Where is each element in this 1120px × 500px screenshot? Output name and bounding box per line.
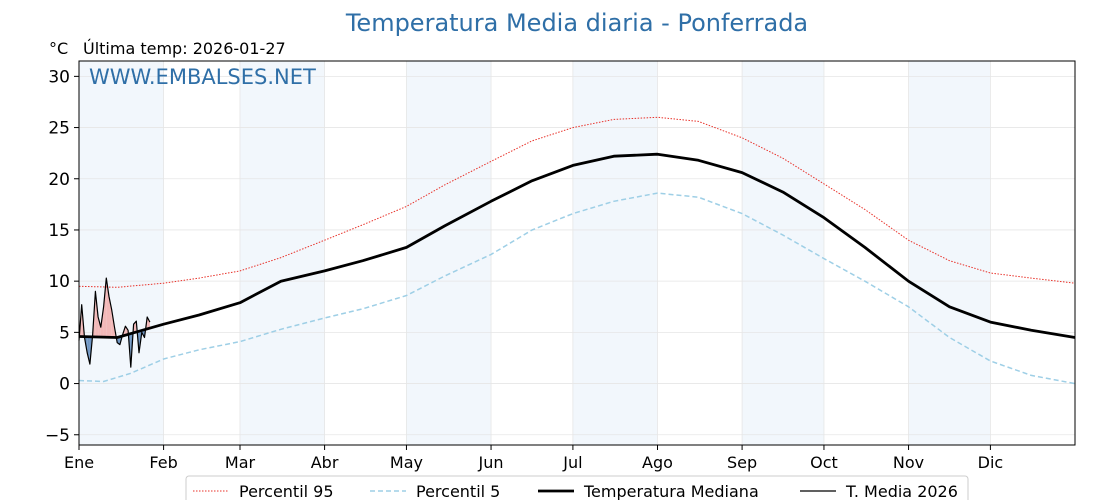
legend: Percentil 95 Percentil 5 Temperatura Media… <box>185 475 969 500</box>
y-tick-label: 30 <box>48 67 70 87</box>
y-tick-label: 20 <box>48 170 70 190</box>
month-band <box>742 61 824 445</box>
x-tick-label: Oct <box>810 453 838 472</box>
y-tick-label: 0 <box>59 375 70 395</box>
y-tick-label: 15 <box>48 221 70 241</box>
grid-lines <box>78 61 1075 445</box>
x-axis: Ene Feb Mar Abr May Jun Jul Ago Sep Oct Nov Dic <box>64 445 1003 472</box>
legend-label-t-media-2026: T. Media 2026 <box>845 482 958 500</box>
x-tick-label: Ene <box>64 453 94 472</box>
x-tick-label: Nov <box>893 453 924 472</box>
series-line-percentil-95 <box>78 116 1076 288</box>
month-bands <box>79 61 991 445</box>
y-tick-label: 10 <box>48 272 70 292</box>
warm-anomaly-fill <box>125 326 129 336</box>
subtitle: Última temp: 2026-01-27 <box>83 39 286 58</box>
warm-anomaly-fill <box>98 317 101 338</box>
month-band <box>239 61 325 445</box>
month-band <box>908 61 991 445</box>
legend-label-temperatura-mediana: Temperatura Mediana <box>583 482 759 500</box>
x-tick-label: Sep <box>727 453 757 472</box>
month-band <box>79 61 164 445</box>
x-tick-label: Abr <box>311 453 339 472</box>
x-tick-label: Jul <box>562 453 582 472</box>
x-tick-label: May <box>390 453 423 472</box>
series-line-percentil-5 <box>78 192 1076 385</box>
month-band <box>572 61 658 445</box>
y-tick-label: −5 <box>45 426 70 446</box>
unit-label: °C <box>49 39 68 58</box>
legend-label-percentil-5: Percentil 5 <box>416 482 500 500</box>
watermark: WWW.EMBALSES.NET <box>89 65 316 89</box>
series-lines <box>78 116 1076 385</box>
y-tick-label: 5 <box>59 323 70 343</box>
chart-title: Temperatura Media diaria - Ponferrada <box>345 9 808 37</box>
y-axis: −5 0 5 10 15 20 25 30 <box>45 67 79 446</box>
x-tick-label: Feb <box>149 453 177 472</box>
month-band <box>406 61 492 445</box>
x-tick-label: Ago <box>642 453 673 472</box>
series-line-t-media-2026 <box>78 277 151 368</box>
y-tick-label: 25 <box>48 119 70 139</box>
legend-label-percentil-95: Percentil 95 <box>239 482 334 500</box>
cold-anomaly-fill <box>87 336 90 365</box>
plot-frame <box>78 60 1076 446</box>
warm-anomaly-fill <box>147 317 150 329</box>
series-line-temperatura-mediana <box>78 152 1076 339</box>
x-tick-label: Mar <box>225 453 256 472</box>
warm-anomaly-fill <box>103 278 107 338</box>
x-tick-label: Jun <box>478 453 504 472</box>
x-tick-label: Dic <box>978 453 1004 472</box>
legend-box <box>185 475 969 500</box>
